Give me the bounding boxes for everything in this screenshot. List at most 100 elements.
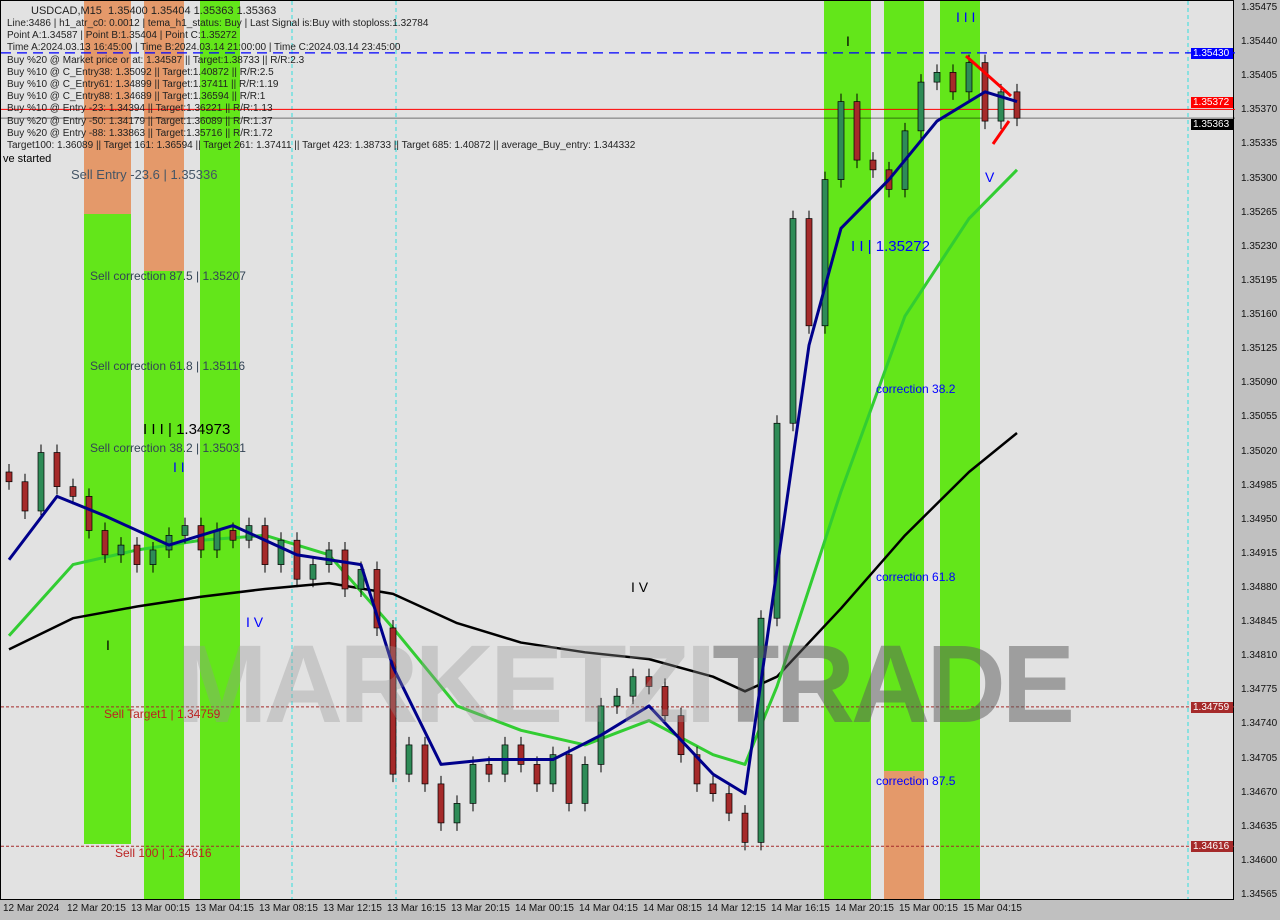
info-line: Buy %10 @ Entry -23: 1.34394 || Target:1… <box>7 103 273 115</box>
info-line: Time A:2024.03.13 16:45:00 | Time B:2024… <box>7 42 401 54</box>
info-line: Buy %20 @ Entry -88: 1.33863 || Target:1… <box>7 127 273 139</box>
wave-i-left-label: I <box>106 637 110 653</box>
candle-body <box>581 764 589 804</box>
x-tick-label: 12 Mar 2024 <box>3 903 60 914</box>
candle-body <box>645 676 653 687</box>
candle-body <box>181 525 189 536</box>
zone-orange <box>144 1 184 271</box>
candle-body <box>693 754 701 785</box>
correction-618-label: correction 61.8 <box>876 570 956 584</box>
y-tick-label: 1.35195 <box>1241 274 1278 286</box>
price-level-tag: 1.34759 <box>1191 701 1233 713</box>
y-tick-label: 1.35265 <box>1241 206 1278 218</box>
info-line: ve started <box>3 153 52 165</box>
candle-body <box>549 754 557 785</box>
candle-body <box>117 544 125 556</box>
y-tick-label: 1.35440 <box>1241 36 1278 48</box>
zone-orange <box>84 1 131 214</box>
candle-body <box>1013 91 1021 119</box>
sell-100-label: Sell 100 | 1.34616 <box>115 846 212 860</box>
candle-body <box>293 539 301 580</box>
candle-body <box>853 101 861 161</box>
candle-body <box>325 549 333 565</box>
x-tick-label: 12 Mar 20:15 <box>67 903 126 914</box>
candle-body <box>469 764 477 804</box>
chart-area[interactable]: MARKETZITRADE USDCAD,M15 1.35400 1.35404… <box>0 0 1235 900</box>
y-tick-label: 1.34810 <box>1241 650 1278 662</box>
candle-body <box>197 525 205 551</box>
candle-body <box>917 81 925 132</box>
candle-body <box>821 179 829 327</box>
y-tick-label: 1.34600 <box>1241 854 1278 866</box>
info-line: Buy %10 @ C_Entry38: 1.35092 || Target:1… <box>7 66 274 78</box>
zone-green <box>200 1 240 899</box>
symbol-label: USDCAD,M15 <box>31 5 102 17</box>
zone-green <box>940 1 980 899</box>
info-line: Line:3486 | h1_atr_c0: 0.0012 | tema_h1_… <box>7 18 429 29</box>
zone-orange <box>884 771 924 899</box>
y-tick-label: 1.34705 <box>1241 752 1278 764</box>
info-line: Buy %20 @ Entry -50: 1.34179 || Target:1… <box>7 115 273 127</box>
info-line: Point A:1.34587 | Point B:1.35404 | Poin… <box>7 30 237 42</box>
x-tick-label: 15 Mar 00:15 <box>899 903 958 914</box>
candle-body <box>613 695 621 707</box>
candle-body <box>261 525 269 565</box>
sell-entry-label: Sell Entry -23.6 | 1.35336 <box>71 167 218 182</box>
ma-black-line <box>8 432 1018 693</box>
candle-body <box>389 627 397 775</box>
candle-body <box>565 754 573 804</box>
candle-body <box>405 744 413 775</box>
y-tick-label: 1.35160 <box>1241 309 1278 321</box>
y-tick-label: 1.34915 <box>1241 547 1278 559</box>
info-line: Buy %20 @ Market price or at: 1.34587 ||… <box>7 54 305 66</box>
x-tick-label: 14 Mar 12:15 <box>707 903 766 914</box>
y-tick-label: 1.34670 <box>1241 786 1278 798</box>
y-tick-label: 1.35405 <box>1241 70 1278 82</box>
ma-green-line <box>7 168 1019 766</box>
y-tick-label: 1.35090 <box>1241 377 1278 389</box>
x-tick-label: 14 Mar 08:15 <box>643 903 702 914</box>
candle-body <box>805 218 813 327</box>
candle-body <box>21 481 29 512</box>
y-tick-label: 1.35370 <box>1241 104 1278 116</box>
price-level-tag: 1.35363 <box>1191 119 1233 131</box>
candle-body <box>837 101 845 180</box>
sell-target1-label: Sell Target1 | 1.34759 <box>104 707 221 721</box>
zone-green <box>884 1 924 771</box>
x-tick-label: 14 Mar 00:15 <box>515 903 574 914</box>
x-tick-label: 13 Mar 08:15 <box>259 903 318 914</box>
x-tick-label: 14 Mar 16:15 <box>771 903 830 914</box>
candle-body <box>997 91 1005 122</box>
candle-body <box>213 530 221 551</box>
y-tick-label: 1.35335 <box>1241 138 1278 150</box>
candle-body <box>949 72 957 93</box>
y-tick-label: 1.34845 <box>1241 616 1278 628</box>
candle-body <box>437 783 445 824</box>
y-tick-label: 1.34775 <box>1241 684 1278 696</box>
candle-body <box>309 564 317 580</box>
candle-body <box>149 549 157 565</box>
candle-body <box>757 617 765 843</box>
zone-green <box>824 1 871 899</box>
wave-ii-label: I I | 1.35272 <box>851 238 930 255</box>
info-line: Buy %10 @ C_Entry88: 1.34689 || Target:1… <box>7 91 266 103</box>
wave-iv-left-label: I V <box>246 614 264 630</box>
candle-body <box>373 569 381 629</box>
wave-iv-label: I V <box>631 579 649 595</box>
candle-body <box>453 803 461 824</box>
candle-body <box>629 676 637 697</box>
candle-body <box>341 549 349 590</box>
x-tick-label: 14 Mar 04:15 <box>579 903 638 914</box>
sell-correction-382-label: Sell correction 38.2 | 1.35031 <box>90 441 246 455</box>
price-level-tag: 1.35430 <box>1191 47 1233 59</box>
y-tick-label: 1.34565 <box>1241 889 1278 900</box>
wave-iii-right-label: I I I <box>956 9 976 25</box>
info-line: Target100: 1.36089 || Target 161: 1.3659… <box>7 140 636 151</box>
candle-body <box>229 530 237 541</box>
info-line: Buy %10 @ C_Entry61: 1.34899 || Target:1… <box>7 79 279 90</box>
correction-382-label: correction 38.2 <box>876 382 956 396</box>
candle-body <box>485 764 493 775</box>
y-tick-label: 1.34880 <box>1241 581 1278 593</box>
candle-body <box>869 159 877 171</box>
x-tick-label: 13 Mar 12:15 <box>323 903 382 914</box>
